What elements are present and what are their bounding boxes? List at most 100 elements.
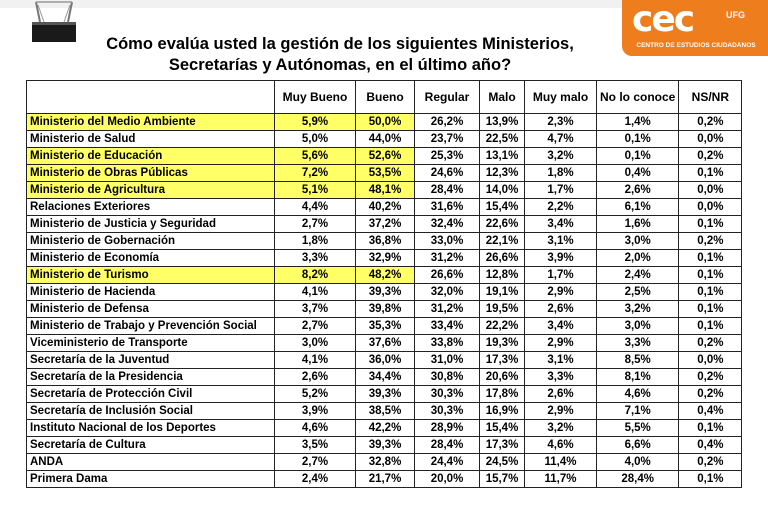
value-cell: 1,8% [524,164,597,182]
table-row: Instituto Nacional de los Deportes 4,6% 42… [26,419,743,437]
column-header: NS/NR [678,80,743,114]
table-row: Relaciones Exteriores 4,4% 40,2% 31,6% 15,4%… [26,198,743,216]
value-cell: 2,7% [274,317,356,335]
table-row: Viceministerio de Transporte 3,0% 37,6% 33,… [26,334,743,352]
table-row: Ministerio de Justicia y Seguridad 2,7% 37… [26,215,743,233]
column-header: Muy malo [524,80,597,114]
value-cell: 7,2% [274,164,356,182]
value-cell: 21,7% [355,470,415,488]
value-cell: 26,6% [479,249,525,267]
value-cell: 32,8% [355,453,415,471]
value-cell: 3,0% [595,317,680,335]
value-cell: 5,9% [274,113,356,131]
value-cell: 28,4% [414,436,480,454]
value-cell: 7,1% [595,402,680,420]
value-cell: 13,1% [479,147,525,165]
value-cell: 4,6% [524,436,597,454]
value-cell: 48,2% [355,266,415,284]
value-cell: 33,0% [414,232,480,250]
value-cell: 11,4% [524,453,597,471]
value-cell: 24,5% [479,453,525,471]
value-cell: 2,7% [274,215,356,233]
value-cell: 37,6% [355,334,415,352]
row-label: Ministerio de Hacienda [26,283,275,301]
value-cell: 0,4% [678,436,743,454]
value-cell: 0,1% [678,249,743,267]
binder-clip-icon [32,1,76,42]
value-cell: 3,1% [524,351,597,369]
value-cell: 17,8% [479,385,525,403]
title-line-2: Secretarías y Autónomas, en el último añ… [168,56,512,74]
value-cell: 2,9% [524,334,597,352]
row-label: Ministerio de Salud [26,130,275,148]
row-label: Secretaría de la Presidencia [26,368,275,386]
value-cell: 24,6% [414,164,480,182]
logo-ufg: UFG [726,10,745,20]
row-label: Ministerio de Educación [26,147,275,165]
column-header: Bueno [355,80,415,114]
value-cell: 0,0% [678,198,743,216]
value-cell: 26,6% [414,266,480,284]
value-cell: 26,2% [414,113,480,131]
value-cell: 0,2% [678,334,743,352]
value-cell: 2,5% [595,283,680,301]
row-label: Relaciones Exteriores [26,198,275,216]
value-cell: 3,4% [524,317,597,335]
value-cell: 0,2% [678,385,743,403]
value-cell: 2,3% [524,113,597,131]
ratings-table: Muy Bueno Bueno Regular Malo Muy malo No lo c… [26,80,743,488]
value-cell: 8,2% [274,266,356,284]
value-cell: 40,2% [355,198,415,216]
value-cell: 4,0% [595,453,680,471]
row-label: Ministerio de Economía [26,249,275,267]
table-body: Ministerio del Medio Ambiente 5,9% 50,0% 26… [26,113,743,488]
value-cell: 0,0% [678,130,743,148]
value-cell: 19,3% [479,334,525,352]
value-cell: 22,6% [479,215,525,233]
table-row: Secretaría de Protección Civil 5,2% 39,3% 3… [26,385,743,403]
value-cell: 28,4% [414,181,480,199]
value-cell: 4,4% [274,198,356,216]
value-cell: 39,3% [355,283,415,301]
row-label: Secretaría de Inclusión Social [26,402,275,420]
row-label: Ministerio del Medio Ambiente [26,113,275,131]
value-cell: 3,9% [274,402,356,420]
value-cell: 37,2% [355,215,415,233]
cec-logo: cec UFG CENTRO DE ESTUDIOS CIUDADANOS [622,0,768,56]
row-label: Viceministerio de Transporte [26,334,275,352]
value-cell: 39,3% [355,385,415,403]
column-header: Malo [479,80,525,114]
value-cell: 0,4% [595,164,680,182]
value-cell: 0,1% [678,215,743,233]
value-cell: 16,9% [479,402,525,420]
value-cell: 0,2% [678,113,743,131]
value-cell: 2,6% [274,368,356,386]
value-cell: 28,9% [414,419,480,437]
value-cell: 24,4% [414,453,480,471]
value-cell: 53,5% [355,164,415,182]
row-label: Primera Dama [26,470,275,488]
value-cell: 0,2% [678,232,743,250]
value-cell: 19,1% [479,283,525,301]
value-cell: 36,8% [355,232,415,250]
table-row: Ministerio de Economía 3,3% 32,9% 31,2% 26,6… [26,249,743,267]
value-cell: 19,5% [479,300,525,318]
value-cell: 0,2% [678,453,743,471]
value-cell: 15,4% [479,198,525,216]
value-cell: 6,6% [595,436,680,454]
value-cell: 0,1% [678,419,743,437]
row-label: ANDA [26,453,275,471]
value-cell: 38,5% [355,402,415,420]
table-row: Ministerio del Medio Ambiente 5,9% 50,0% 26… [26,113,743,131]
value-cell: 8,1% [595,368,680,386]
logo-subtitle: CENTRO DE ESTUDIOS CIUDADANOS [636,42,756,49]
value-cell: 2,9% [524,283,597,301]
value-cell: 31,2% [414,249,480,267]
row-label: Ministerio de Gobernación [26,232,275,250]
value-cell: 0,1% [678,317,743,335]
value-cell: 0,0% [678,351,743,369]
value-cell: 33,8% [414,334,480,352]
value-cell: 0,1% [678,266,743,284]
value-cell: 3,5% [274,436,356,454]
value-cell: 3,3% [274,249,356,267]
